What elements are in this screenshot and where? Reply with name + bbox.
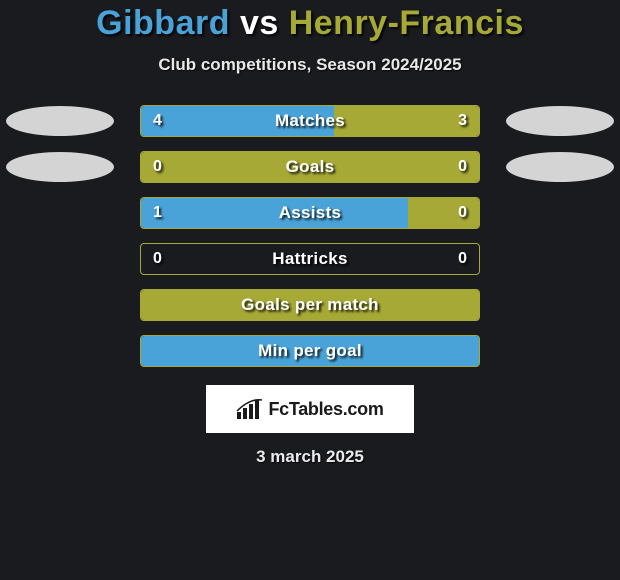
stat-row: 10Assists — [0, 197, 620, 229]
player-a-oval — [6, 106, 114, 136]
stat-bar-track: 10Assists — [140, 197, 480, 229]
stat-bar-track: 43Matches — [140, 105, 480, 137]
subtitle: Club competitions, Season 2024/2025 — [0, 55, 620, 75]
stat-bar-track: Goals per match — [140, 289, 480, 321]
stat-label: Assists — [141, 198, 479, 228]
stat-row: Goals per match — [0, 289, 620, 321]
stat-label: Goals — [141, 152, 479, 182]
stat-label: Goals per match — [141, 290, 479, 320]
stat-row: 00Hattricks — [0, 243, 620, 275]
branding-box: FcTables.com — [206, 385, 414, 433]
stat-label: Hattricks — [141, 244, 479, 274]
player-b-name: Henry-Francis — [289, 4, 524, 42]
player-a-name: Gibbard — [96, 4, 230, 42]
stat-rows: 43Matches 00Goals 10Assists 00Hattricks Goal… — [0, 105, 620, 367]
player-b-oval — [506, 152, 614, 182]
comparison-card: Gibbard vs Henry-Francis Club competitio… — [0, 0, 620, 467]
fctables-icon — [236, 398, 264, 420]
stat-row: 00Goals — [0, 151, 620, 183]
branding-text: FcTables.com — [268, 399, 383, 420]
stat-bar-track: 00Hattricks — [140, 243, 480, 275]
player-b-oval — [506, 106, 614, 136]
stat-row: 43Matches — [0, 105, 620, 137]
stat-row: Min per goal — [0, 335, 620, 367]
vs-text: vs — [240, 4, 279, 42]
stat-label: Min per goal — [141, 336, 479, 366]
date-text: 3 march 2025 — [0, 447, 620, 467]
page-title: Gibbard vs Henry-Francis — [0, 4, 620, 43]
stat-label: Matches — [141, 106, 479, 136]
player-a-oval — [6, 152, 114, 182]
stat-bar-track: 00Goals — [140, 151, 480, 183]
stat-bar-track: Min per goal — [140, 335, 480, 367]
